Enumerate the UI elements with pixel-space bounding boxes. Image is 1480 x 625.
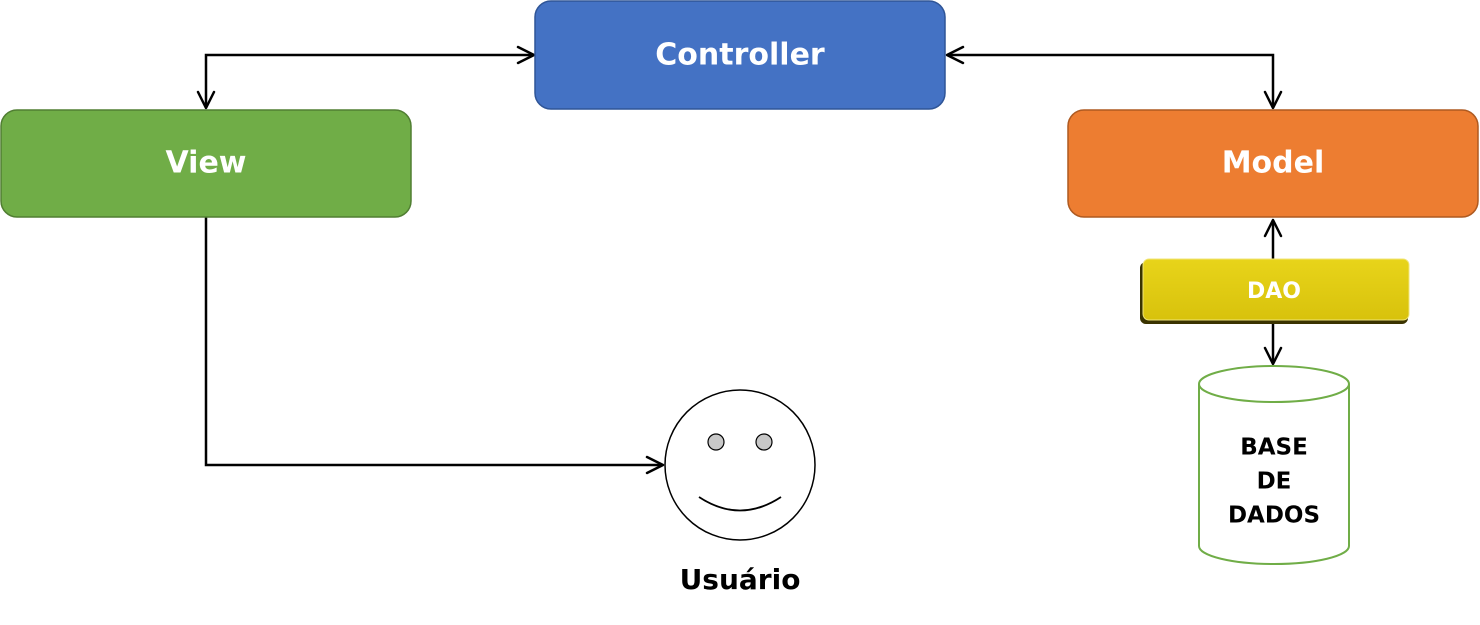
- model-box: [1067, 109, 1479, 218]
- view-node[interactable]: View: [0, 109, 412, 218]
- smiley-face-icon: [664, 389, 816, 541]
- user-node[interactable]: Usuário: [664, 389, 816, 596]
- controller-node[interactable]: Controller: [534, 0, 946, 110]
- view-label: View: [165, 146, 246, 181]
- dao-label: DAO: [1247, 279, 1301, 304]
- database-node[interactable]: BASE DE DADOS: [1198, 365, 1350, 565]
- dao-node[interactable]: DAO: [1140, 258, 1410, 324]
- model-label: Model: [1222, 146, 1325, 181]
- model-node[interactable]: Model: [1067, 109, 1479, 218]
- edge-controller-view: [196, 45, 536, 110]
- database-cylinder-body: [1198, 384, 1350, 565]
- user-label: Usuário: [680, 563, 801, 596]
- dao-box: [1142, 258, 1410, 321]
- database-label-line-2: DE: [1257, 469, 1292, 495]
- view-box: [0, 109, 412, 218]
- database-cylinder-top: [1198, 365, 1350, 403]
- database-label-line-3: DADOS: [1228, 503, 1320, 529]
- controller-label: Controller: [655, 38, 825, 73]
- edge-controller-model: [945, 45, 1283, 110]
- controller-box: [534, 0, 946, 110]
- database-label-line-1: BASE: [1240, 435, 1308, 461]
- edge-view-user: [204, 217, 665, 475]
